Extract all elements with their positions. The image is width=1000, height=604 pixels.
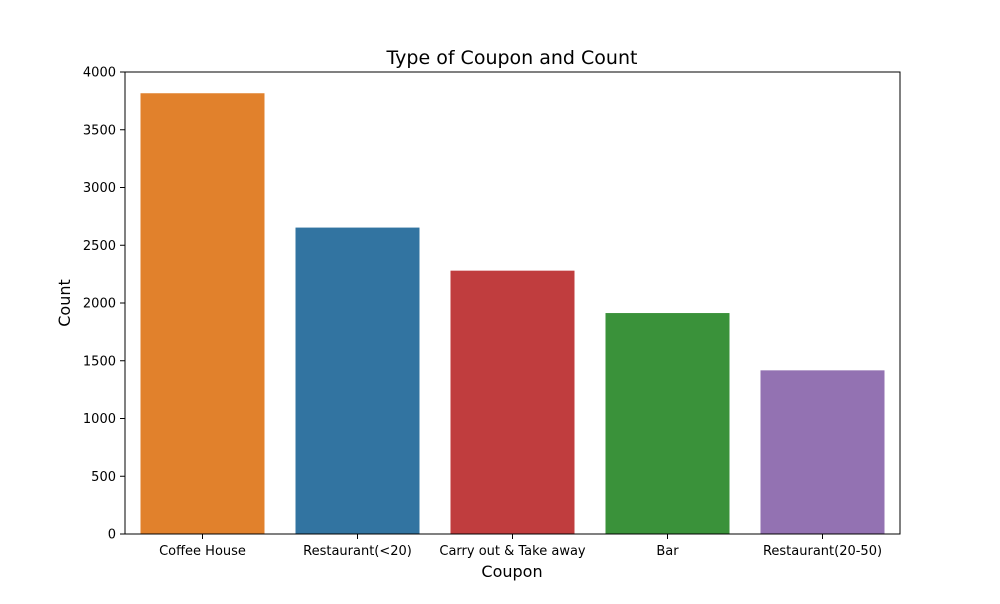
bar-4 — [760, 370, 885, 534]
y-tick-label: 2500 — [83, 239, 116, 254]
bar-3 — [605, 313, 730, 534]
y-tick-label: 3500 — [83, 123, 116, 138]
x-axis: Coffee House Restaurant(<20) Carry out & T… — [159, 534, 882, 559]
y-tick-label: 0 — [108, 528, 116, 543]
x-tick-label: Restaurant(20-50) — [763, 544, 882, 559]
bar-2 — [450, 270, 575, 534]
x-tick-label: Coffee House — [159, 544, 246, 559]
bar-0 — [140, 93, 265, 534]
bar-1 — [295, 227, 420, 534]
y-tick-label: 2000 — [83, 297, 116, 312]
bars-group — [140, 93, 885, 534]
y-tick-label: 1000 — [83, 412, 116, 427]
y-tick-label: 4000 — [83, 66, 116, 81]
y-axis-label: Count — [55, 279, 74, 327]
y-tick-label: 500 — [91, 470, 116, 485]
x-axis-label: Coupon — [481, 562, 542, 581]
chart-title: Type of Coupon and Count — [386, 47, 638, 69]
y-axis: 0 500 1000 1500 2000 2500 3000 3500 4000 — [83, 66, 125, 543]
y-tick-label: 1500 — [83, 354, 116, 369]
x-tick-label: Restaurant(<20) — [303, 544, 412, 559]
x-tick-label: Carry out & Take away — [439, 544, 586, 559]
x-tick-label: Bar — [656, 544, 679, 559]
y-tick-label: 3000 — [83, 181, 116, 196]
